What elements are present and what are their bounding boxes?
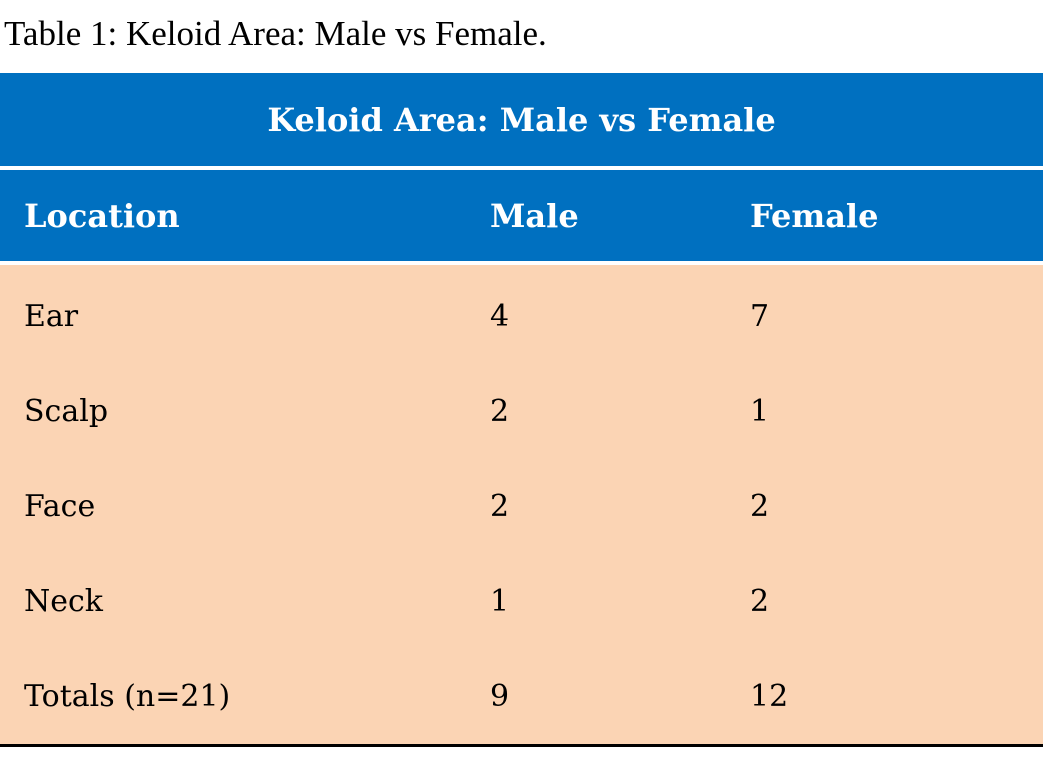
table-row: Ear 4 7 (0, 269, 1043, 364)
table-body: Ear 4 7 Scalp 2 1 Face 2 2 Neck 1 2 Tota… (0, 261, 1043, 744)
cell-location: Totals (n=21) (24, 679, 231, 714)
header-location: Location (24, 196, 180, 235)
title-divider (0, 166, 1043, 170)
data-table: Keloid Area: Male vs Female Location Mal… (0, 73, 1043, 747)
table-header-row: Location Male Female (0, 170, 1043, 261)
cell-female: 1 (750, 394, 770, 429)
cell-location: Scalp (24, 394, 109, 429)
cell-female: 2 (750, 584, 770, 619)
cell-location: Face (24, 489, 96, 524)
cell-female: 12 (750, 679, 789, 714)
cell-male: 4 (490, 299, 510, 334)
cell-location: Neck (24, 584, 103, 619)
table-row: Face 2 2 (0, 459, 1043, 554)
header-male: Male (490, 196, 579, 235)
table-title: Keloid Area: Male vs Female (0, 73, 1043, 166)
header-female: Female (750, 196, 879, 235)
cell-male: 2 (490, 394, 510, 429)
cell-male: 2 (490, 489, 510, 524)
cell-female: 2 (750, 489, 770, 524)
cell-male: 9 (490, 679, 510, 714)
cell-female: 7 (750, 299, 770, 334)
table-caption: Table 1: Keloid Area: Male vs Female. (4, 14, 547, 53)
table-row-totals: Totals (n=21) 9 12 (0, 649, 1043, 744)
table-bottom-rule (0, 744, 1043, 747)
cell-male: 1 (490, 584, 510, 619)
table-row: Neck 1 2 (0, 554, 1043, 649)
cell-location: Ear (24, 299, 79, 334)
table-row: Scalp 2 1 (0, 364, 1043, 459)
